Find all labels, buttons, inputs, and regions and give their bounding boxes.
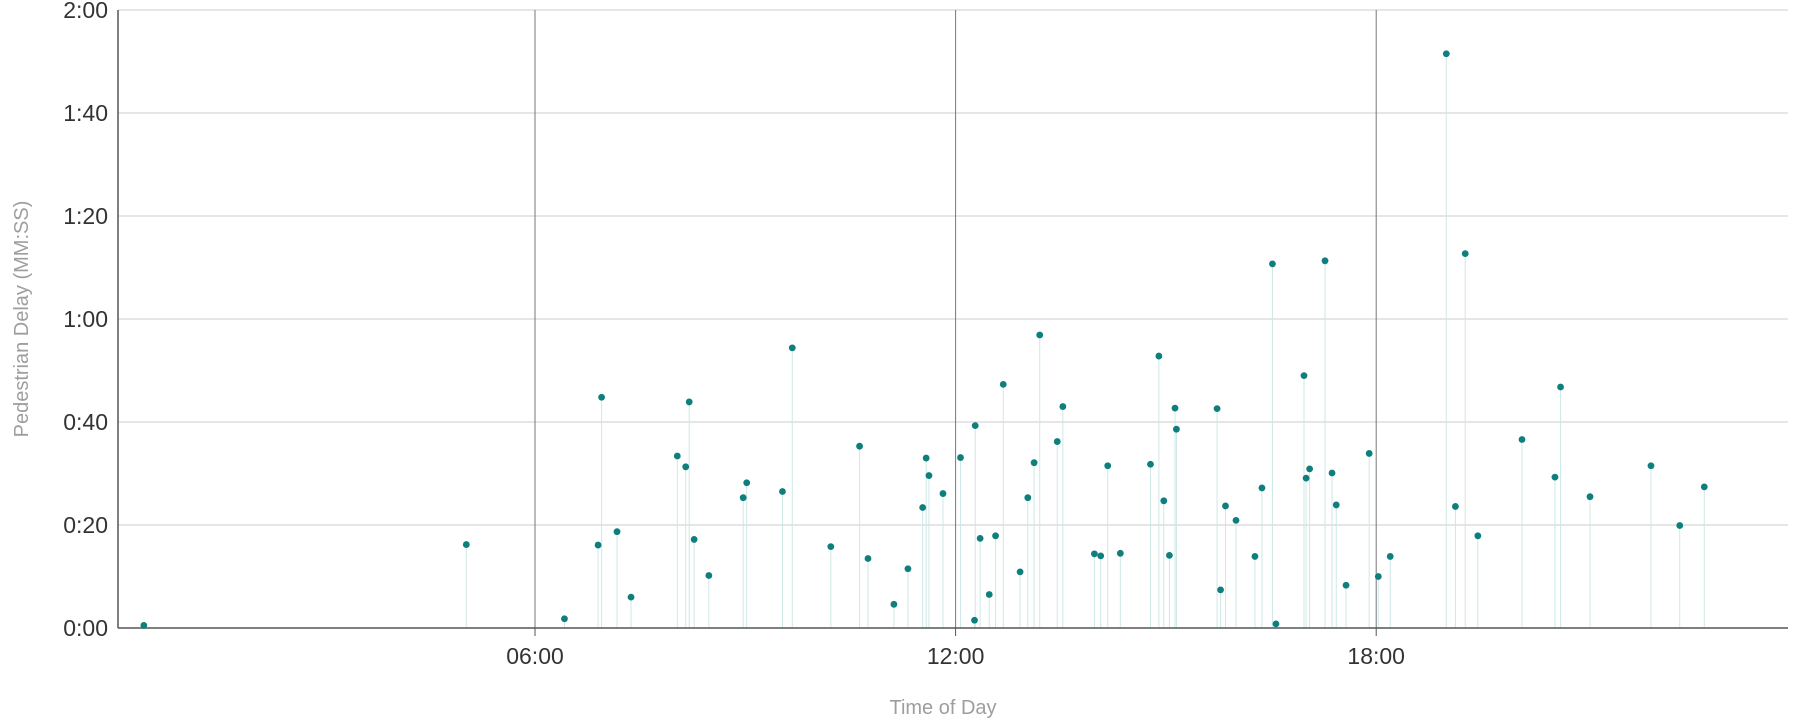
data-point [1518,436,1526,443]
y-tick-label: 0:40 [63,409,108,435]
data-point [613,528,621,536]
data-point [922,454,930,462]
data-point [1024,494,1032,502]
data-point [856,442,863,450]
data-point [985,591,993,598]
data-point [1053,438,1061,445]
data-point [925,472,933,479]
data-point [1155,352,1163,360]
data-point [1300,372,1308,380]
y-tick-label: 1:40 [63,100,108,126]
data-point [992,532,999,540]
data-point [1676,522,1684,529]
data-point [1452,503,1459,510]
data-point [1090,550,1098,558]
y-tick-label: 0:00 [63,615,108,641]
data-point [1586,493,1594,501]
data-point [1116,549,1124,557]
y-tick-label: 0:20 [63,512,108,538]
data-point [1700,483,1708,491]
data-point [627,593,635,601]
data-point [1342,581,1350,589]
data-point [1374,573,1382,580]
x-tick-label: 12:00 [927,643,985,669]
data-point [1213,405,1221,413]
data-point [685,398,693,406]
data-point [971,422,979,430]
data-point [827,543,835,551]
data-point [140,622,148,629]
data-point [779,488,786,495]
y-tick-label: 2:00 [63,0,108,23]
data-point [1036,331,1044,339]
data-point [1365,450,1373,457]
data-point [1016,568,1024,576]
x-tick-label: 06:00 [506,643,564,669]
data-point [1217,586,1224,594]
data-point [594,541,602,549]
data-point [598,393,605,401]
data-point [682,463,690,471]
data-point [1272,620,1280,628]
data-point [1097,552,1105,560]
data-point [690,536,698,543]
tick-labels: 0:00 0:20 0:40 1:00 1:20 1:40 2:00 06:00 12:00 18… [63,0,1405,669]
data-point [1328,469,1336,477]
axes [117,10,1788,629]
data-point [1332,501,1340,509]
data-point [1258,484,1266,492]
data-point [904,565,912,573]
data-point [1306,465,1314,473]
data-point [673,452,681,460]
data-point [1302,474,1310,482]
data-point [1461,250,1469,257]
data-point [1442,50,1450,58]
data-point [1104,462,1112,470]
data-point [561,615,568,623]
data-point [957,454,964,461]
data-point [1232,516,1240,524]
data-point [1147,460,1154,468]
data-point [1030,459,1038,467]
data-point [976,534,984,542]
data-point [1647,462,1655,470]
data-point [919,504,927,511]
data-point [939,490,947,497]
data-point [1222,502,1229,510]
data-point [971,616,978,624]
data-point [1551,473,1559,481]
data-point [1557,383,1564,391]
data-point [864,555,872,562]
data-point [1173,425,1180,433]
data-point [1386,553,1394,560]
point-stems [143,53,1705,628]
data-point [739,494,747,502]
data-point [890,600,898,608]
y-axis-title: Pedestrian Delay (MM:SS) [11,201,33,438]
grid-lines [118,9,1788,636]
data-points [140,50,1708,629]
data-point [1321,257,1329,265]
data-point [743,479,751,487]
data-point [999,381,1007,388]
data-point [788,344,796,352]
data-point [462,541,470,548]
y-tick-label: 1:20 [63,203,108,229]
data-point [1166,551,1173,559]
data-point [1160,497,1168,505]
data-point [705,572,713,579]
data-point [1171,404,1179,412]
data-point [1269,260,1276,268]
data-point [1059,403,1067,410]
y-tick-label: 1:00 [63,306,108,332]
x-axis-title: Time of Day [889,697,996,719]
x-tick-label: 18:00 [1347,643,1405,669]
data-point [1474,532,1482,540]
data-point [1251,553,1259,560]
